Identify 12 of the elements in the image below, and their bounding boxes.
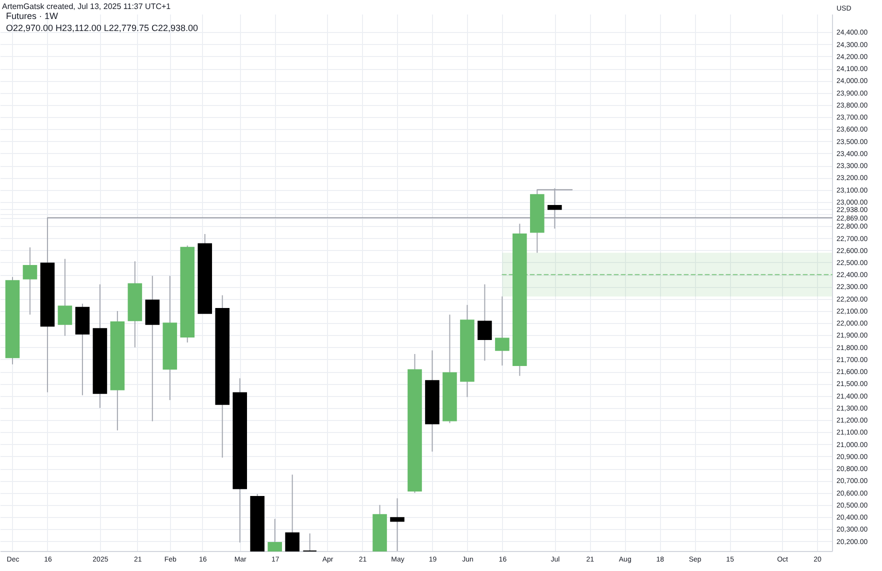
candlestick — [495, 296, 510, 366]
text: O22,970.00 H23,112.00 L22,779.75 C22,938.00 — [6, 23, 198, 33]
candlestick — [268, 518, 282, 552]
candlestick — [22, 246, 38, 316]
candlestick — [58, 258, 72, 336]
candlestick — [285, 474, 300, 552]
candlestick — [548, 188, 562, 230]
candlestick — [478, 284, 492, 362]
candlestick — [302, 532, 317, 552]
candlestick — [390, 498, 404, 552]
chart-title: Futures · 1W — [6, 11, 59, 21]
text: ArtemGatsk created, Jul 13, 2025 11:37 UTC+1 — [2, 2, 172, 11]
